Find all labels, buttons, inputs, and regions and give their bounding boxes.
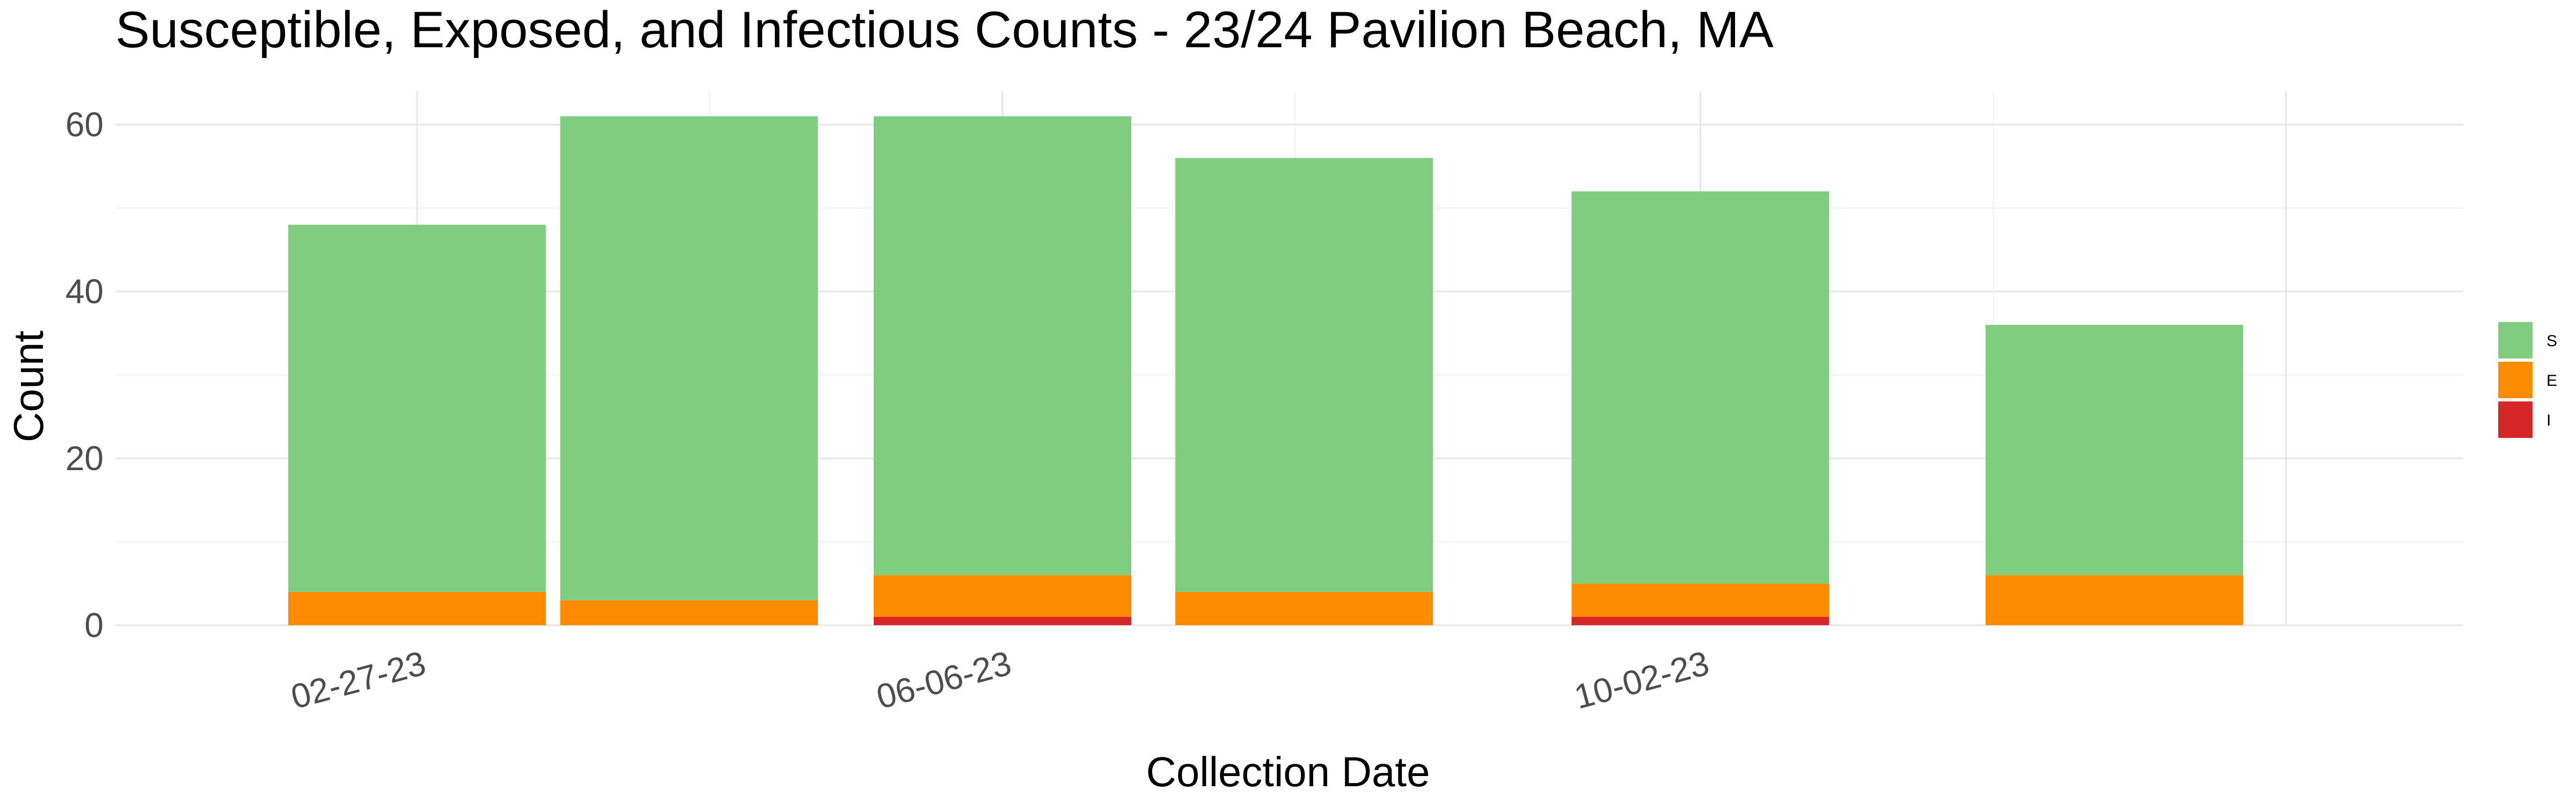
x-tick-label: 06-06-23 [873, 643, 1015, 716]
bars [288, 116, 2243, 625]
bar-segment-e [874, 575, 1132, 617]
y-tick-labels: 0 20 40 60 [65, 105, 104, 645]
y-tick-label: 40 [65, 272, 104, 311]
bar-segment-s [874, 116, 1132, 575]
bar-segment-e [1985, 575, 2243, 625]
bar-segment-e [560, 600, 818, 625]
bar-segment-s [1985, 325, 2243, 575]
legend-swatch-i [2498, 401, 2533, 438]
bar-segment-i [1571, 617, 1829, 625]
bar-segment-i [874, 617, 1132, 625]
legend-swatch-e [2498, 362, 2533, 398]
x-tick-labels: 02-27-23 06-06-23 10-02-23 [287, 643, 1713, 716]
chart-title: Susceptible, Exposed, and Infectious Cou… [115, 1, 1774, 58]
bar-segment-s [1571, 191, 1829, 584]
legend-label-s: S [2546, 332, 2557, 350]
bar-segment-s [1175, 158, 1433, 592]
legend-swatch-s [2498, 322, 2533, 358]
legend: S E I [2498, 322, 2557, 438]
x-axis-title: Collection Date [1146, 748, 1430, 795]
x-tick-label: 10-02-23 [1570, 643, 1713, 716]
y-tick-label: 60 [65, 105, 104, 144]
legend-label-i: I [2546, 412, 2551, 429]
legend-label-e: E [2546, 372, 2557, 390]
x-tick-label: 02-27-23 [287, 643, 430, 716]
bar-segment-e [1175, 591, 1433, 625]
bar-segment-s [560, 116, 818, 601]
y-tick-label: 0 [84, 606, 104, 645]
y-axis-title: Count [5, 331, 52, 442]
y-tick-label: 20 [65, 439, 104, 478]
bar-segment-e [288, 591, 546, 625]
bar-segment-e [1571, 583, 1829, 617]
bar-segment-s [288, 224, 546, 592]
